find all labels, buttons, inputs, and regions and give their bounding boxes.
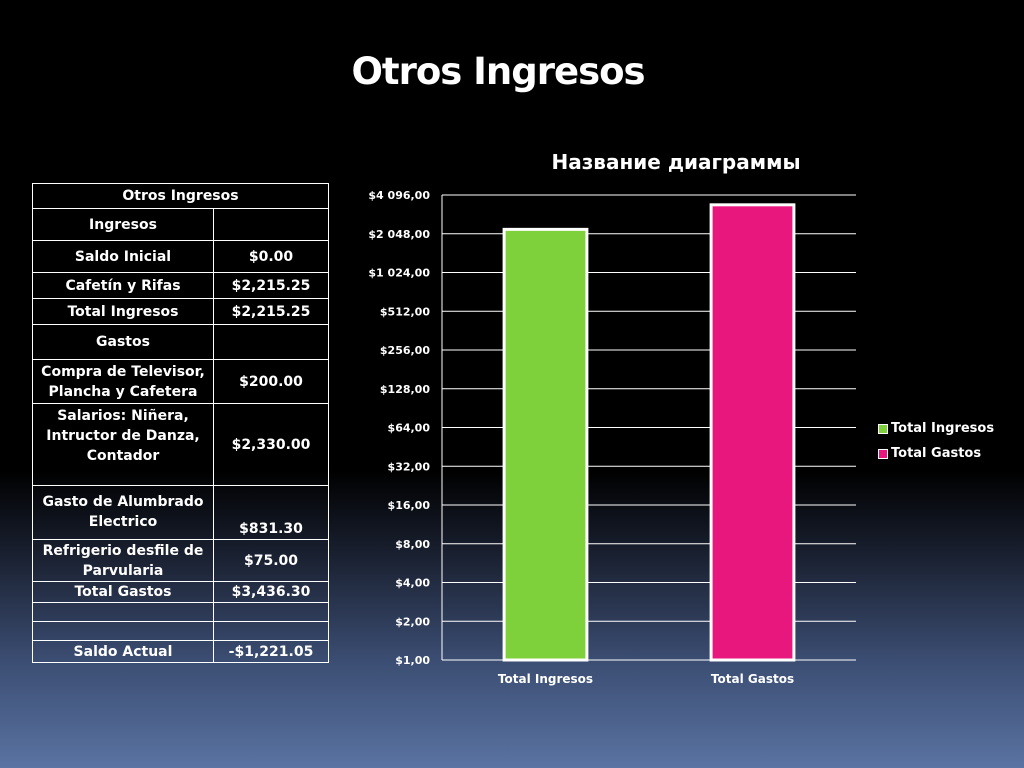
row-label: Ingresos	[32, 208, 214, 241]
table-row: Total Ingresos $2,215.25	[32, 298, 329, 325]
row-value: $3,436.30	[213, 581, 329, 603]
table-row: Salarios: Niñera, Intructor de Danza, Co…	[32, 403, 329, 486]
chart-bars	[502, 203, 796, 662]
row-value	[213, 208, 329, 241]
y-tick-label: $32,00	[388, 460, 431, 473]
y-tick-label: $2,00	[395, 615, 430, 628]
table-row: Compra de Televisor, Plancha y Cafetera …	[32, 359, 329, 404]
bar-total-ingresos	[502, 227, 589, 662]
row-label: Total Gastos	[32, 581, 214, 603]
legend-label: Total Gastos	[891, 446, 982, 461]
y-axis-ticks: $1,00 $2,00 $4,00 $8,00 $16,00 $32,00 $64,00 $1…	[368, 189, 430, 667]
row-label: Salarios: Niñera, Intructor de Danza, Co…	[32, 403, 214, 486]
row-label: Compra de Televisor, Plancha y Cafetera	[32, 359, 214, 404]
legend-label: Total Ingresos	[891, 421, 995, 436]
table-row: Gastos	[32, 324, 329, 360]
x-category-label: Total Ingresos	[498, 672, 593, 686]
y-tick-label: $8,00	[395, 538, 430, 551]
y-tick-label: $4 096,00	[368, 189, 430, 202]
slide-title: Otros Ingresos	[351, 50, 645, 93]
row-value: -$1,221.05	[213, 640, 329, 663]
y-tick-label: $16,00	[388, 499, 431, 512]
row-value: $2,330.00	[213, 403, 329, 486]
y-tick-label: $128,00	[380, 383, 430, 396]
table-row: Cafetín y Rifas $2,215.25	[32, 272, 329, 299]
y-tick-label: $1 024,00	[368, 267, 430, 280]
row-value: $75.00	[213, 539, 329, 582]
table-row	[32, 621, 329, 641]
x-category-label: Total Gastos	[711, 672, 794, 686]
row-label: Refrigerio desfile de Parvularia	[32, 539, 214, 582]
legend-item-total-ingresos: Total Ingresos	[878, 416, 994, 441]
table-row: Ingresos	[32, 208, 329, 241]
row-value: $2,215.25	[213, 298, 329, 325]
y-tick-label: $2 048,00	[368, 228, 430, 241]
row-label: Cafetín y Rifas	[32, 272, 214, 299]
row-label: Gasto de Alumbrado Electrico	[32, 485, 214, 540]
chart-legend: Total Ingresos Total Gastos	[878, 416, 994, 466]
legend-swatch-total-ingresos	[878, 423, 888, 434]
legend-item-total-gastos: Total Gastos	[878, 441, 994, 466]
income-expense-table: Otros Ingresos Ingresos Saldo Inicial $0…	[32, 183, 329, 663]
table-row: Saldo Actual -$1,221.05	[32, 640, 329, 663]
row-label: Saldo Actual	[32, 640, 214, 663]
y-tick-label: $256,00	[380, 344, 430, 357]
table-header-row: Otros Ingresos	[32, 183, 329, 209]
table-row: Total Gastos $3,436.30	[32, 581, 329, 603]
y-tick-label: $1,00	[395, 654, 430, 667]
y-tick-label: $64,00	[388, 422, 431, 435]
row-label: Total Ingresos	[32, 298, 214, 325]
chart-title: Название диаграммы	[551, 150, 801, 174]
row-value: $200.00	[213, 359, 329, 404]
y-tick-label: $512,00	[380, 305, 430, 318]
table-row: Refrigerio desfile de Parvularia $75.00	[32, 539, 329, 582]
table-row: Saldo Inicial $0.00	[32, 240, 329, 273]
row-value: $2,215.25	[213, 272, 329, 299]
y-tick-label: $4,00	[395, 577, 430, 590]
legend-swatch-total-gastos	[878, 448, 888, 459]
table-header: Otros Ingresos	[32, 183, 329, 209]
bar-total-gastos	[709, 203, 796, 662]
x-axis-labels: Total Ingresos Total Gastos	[498, 672, 794, 686]
table-row	[32, 602, 329, 622]
row-value	[213, 324, 329, 360]
